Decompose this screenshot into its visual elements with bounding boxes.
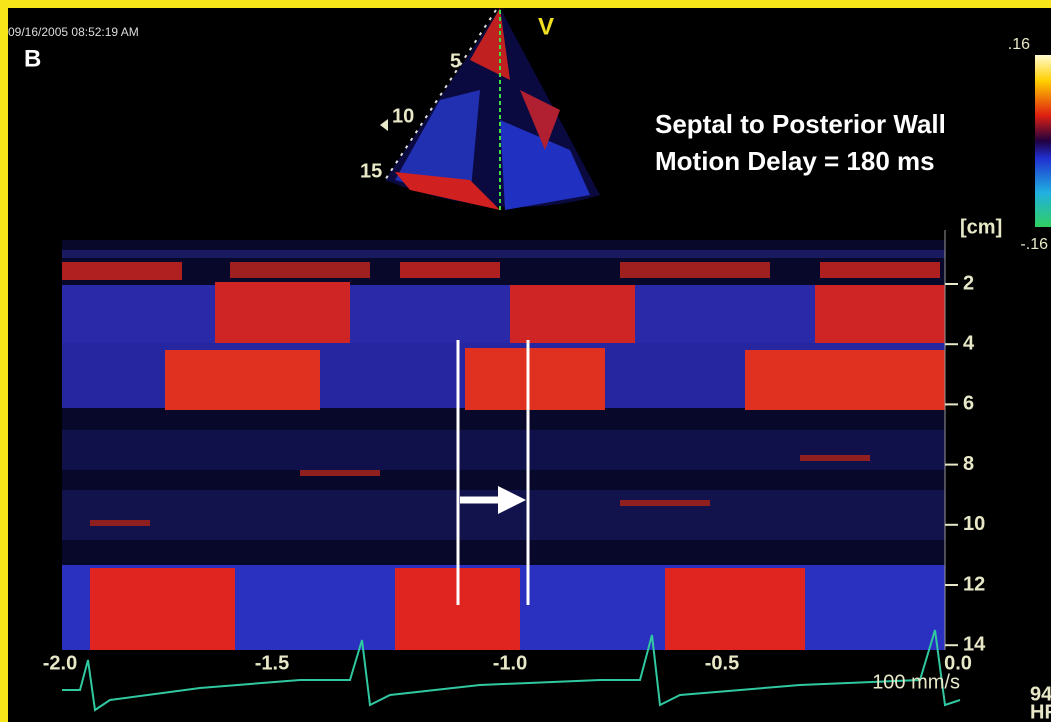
sector-depth: 10 xyxy=(392,105,414,127)
timestamp: 09/16/2005 08:52:19 AM xyxy=(8,25,139,39)
heart-rate-label: HR xyxy=(1030,701,1051,722)
time-label: -2.0 xyxy=(43,652,77,674)
panel-label: B xyxy=(24,45,41,72)
scale-max: .16 xyxy=(1008,36,1030,53)
depth-label: 10 xyxy=(963,513,985,535)
time-label: -0.5 xyxy=(705,652,739,674)
time-label: 0.0 xyxy=(944,652,972,674)
ultrasound-screen: 09/16/2005 08:52:19 AM B V 5 10 15 Septa… xyxy=(0,0,1051,722)
depth-label: 4 xyxy=(963,332,975,354)
depth-label: 2 xyxy=(963,272,974,294)
annotation: Motion Delay = 180 ms xyxy=(655,146,935,176)
page: 09/16/2005 08:52:19 AM B V 5 10 15 Septa… xyxy=(0,0,1051,722)
depth-unit: [cm] xyxy=(960,216,1002,238)
sector-depth: 5 xyxy=(450,50,461,72)
sector-depth: 15 xyxy=(360,160,382,182)
depth-label: 6 xyxy=(963,393,974,415)
time-label: -1.0 xyxy=(493,652,527,674)
m-mode-image xyxy=(62,240,945,650)
time-label: -1.5 xyxy=(255,652,289,674)
annotation: Septal to Posterior Wall xyxy=(655,109,946,139)
ecg-speed: 100 mm/s xyxy=(872,671,960,693)
scale-min: -.16 xyxy=(1020,236,1048,253)
view-label: V xyxy=(538,13,554,40)
color-bar xyxy=(1035,55,1051,227)
depth-label: 8 xyxy=(963,453,974,475)
depth-label: 12 xyxy=(963,573,985,595)
